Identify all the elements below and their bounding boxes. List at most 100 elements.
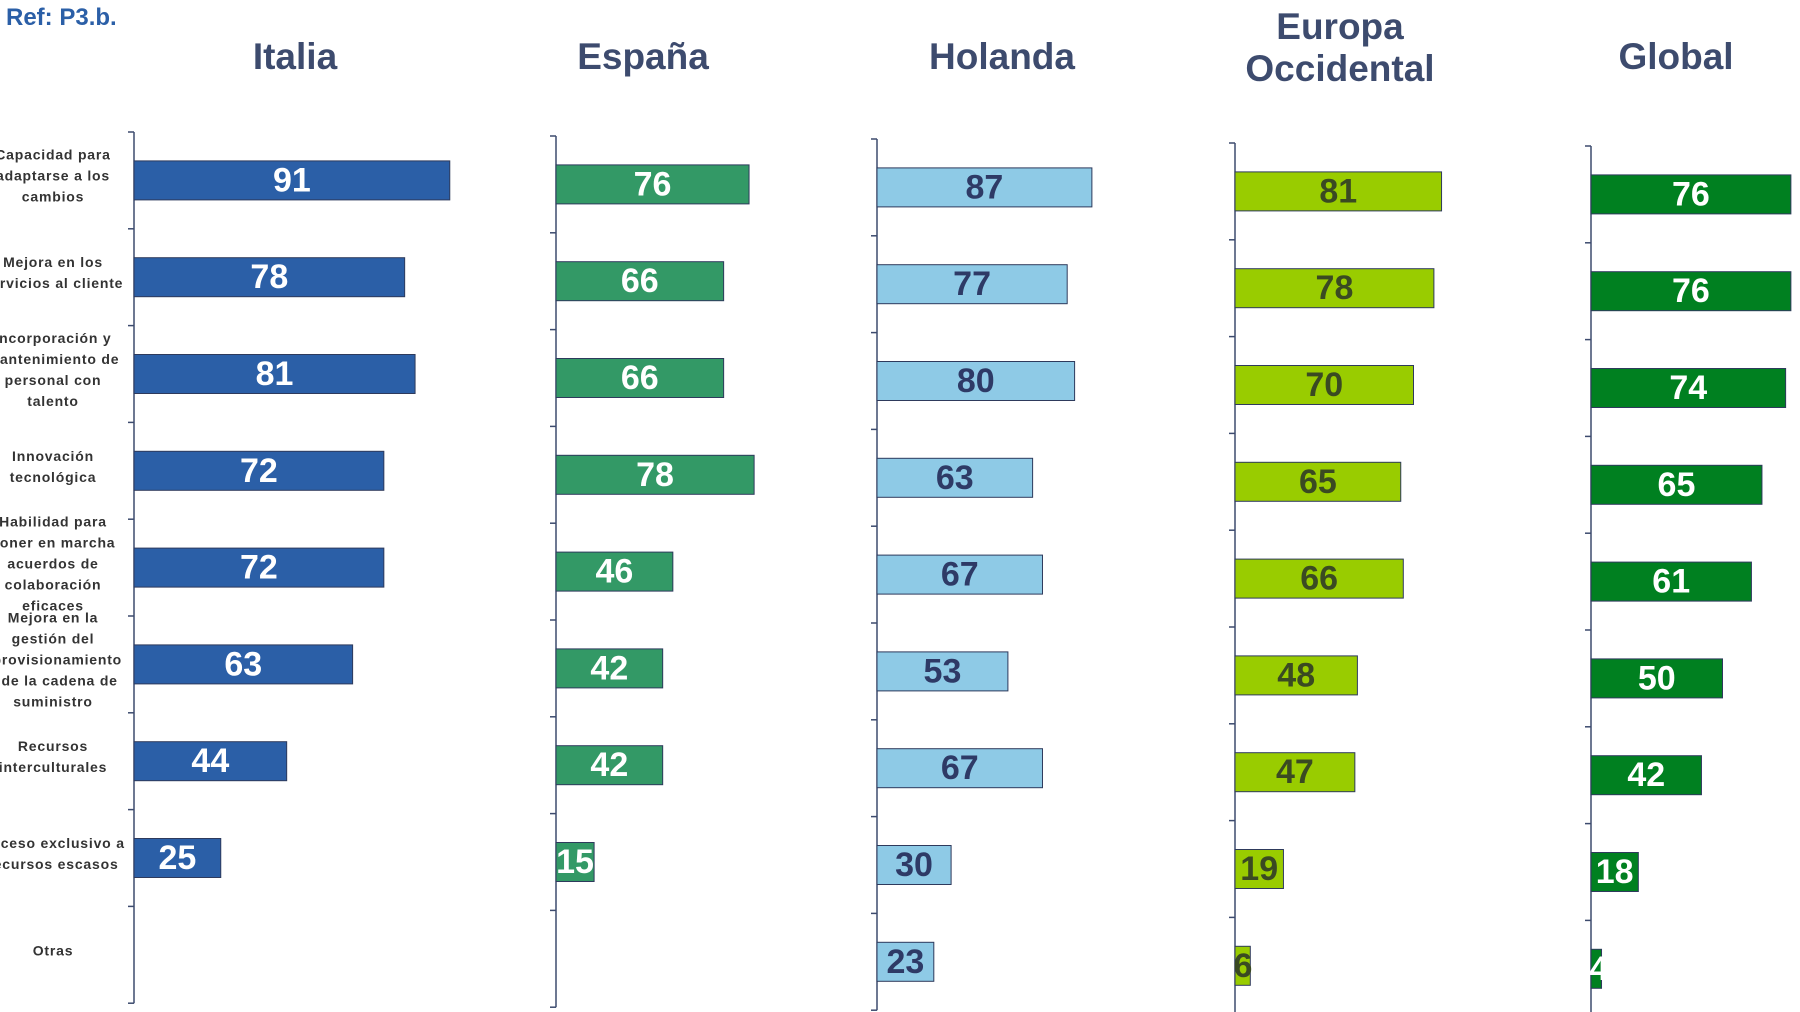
value-label: 53: [924, 652, 962, 690]
chart-title: Global: [1618, 36, 1734, 77]
value-label: 63: [936, 459, 974, 497]
category-label: Habilidad para poner en marcha acuerdos …: [0, 513, 116, 614]
value-label: 47: [1276, 753, 1314, 791]
category-label: Capacidad para adaptarse a los cambios: [0, 146, 111, 205]
bar: [876, 845, 952, 885]
bar: [1234, 268, 1435, 309]
value-label: 77: [953, 265, 991, 303]
value-label: 78: [1316, 269, 1354, 307]
chart-title: Europa Occidental: [1245, 6, 1435, 89]
value-label: 76: [1672, 175, 1710, 213]
bar: [133, 547, 385, 588]
chart-title: España: [577, 36, 709, 77]
value-label: 76: [634, 165, 672, 203]
bar: [876, 941, 935, 982]
value-label: 46: [596, 553, 634, 591]
bar: [555, 261, 725, 302]
bar: [133, 354, 416, 394]
bar: [876, 748, 1043, 789]
bar: [1234, 171, 1443, 212]
bar: [555, 842, 595, 882]
value-label: 78: [636, 456, 674, 494]
value-label: 65: [1299, 463, 1337, 501]
bar: [876, 651, 1009, 692]
bar: [133, 257, 406, 298]
bar: [876, 361, 1076, 401]
bar: [555, 648, 664, 689]
value-label: 42: [1627, 756, 1665, 794]
value-label: 30: [895, 846, 933, 884]
value-label: 48: [1277, 656, 1315, 694]
value-label: 61: [1652, 563, 1690, 601]
value-label: 44: [191, 742, 229, 780]
value-label: 91: [273, 161, 311, 199]
bar: [1234, 655, 1358, 696]
bar: [876, 457, 1034, 498]
bar: [1590, 174, 1792, 215]
bar: [1590, 464, 1763, 505]
category-label: Mejora en los servicios al cliente: [0, 254, 124, 292]
bar: [1590, 561, 1752, 602]
value-label: 81: [1319, 172, 1357, 210]
bar: [1234, 752, 1356, 793]
bar: [133, 450, 385, 491]
value-label: 66: [1300, 560, 1338, 598]
value-label: 66: [621, 359, 659, 397]
bar: [876, 167, 1093, 208]
category-label: Innovación tecnológica: [9, 447, 97, 485]
bar: [1590, 948, 1603, 989]
value-label: 18: [1596, 853, 1634, 891]
bar: [555, 551, 674, 592]
category-label: Acceso exclusivo a recursos escasos: [0, 835, 125, 872]
category-label: Mejora en la gestión del aprovisionamien…: [0, 609, 123, 710]
bar: [1590, 271, 1792, 312]
value-label: 42: [590, 746, 628, 784]
value-label: 65: [1658, 466, 1696, 504]
bar: [1590, 755, 1702, 796]
bar: [133, 160, 451, 201]
value-label: 50: [1638, 659, 1676, 697]
value-label: 67: [941, 556, 979, 594]
value-label: 23: [886, 943, 924, 981]
bar: [1234, 945, 1251, 986]
value-label: 78: [250, 258, 288, 296]
value-label: 74: [1669, 369, 1707, 407]
bar: [555, 164, 750, 205]
bar: [1590, 852, 1639, 892]
bar: [133, 741, 288, 782]
bar: [1234, 558, 1404, 599]
value-label: 70: [1305, 366, 1343, 404]
bar: [555, 358, 725, 398]
category-label: Incorporación y mantenimiento de persona…: [0, 330, 120, 409]
value-label: 81: [256, 355, 294, 393]
bar: [1590, 368, 1787, 408]
bar: [1234, 849, 1284, 889]
reference: Ref: P3.b.: [6, 4, 117, 31]
value-label: 6: [1234, 947, 1253, 985]
bar: [555, 745, 664, 786]
bar: [555, 454, 755, 495]
bar: [876, 264, 1068, 305]
value-label: 67: [941, 749, 979, 787]
bar: [1234, 461, 1402, 502]
category-label: Recursos interculturales: [0, 738, 108, 776]
value-label: 19: [1240, 850, 1278, 888]
value-label: 42: [590, 649, 628, 687]
value-label: 66: [621, 262, 659, 300]
value-label: 15: [556, 843, 594, 881]
bar: [1590, 658, 1723, 699]
chart-title: Holanda: [929, 36, 1075, 77]
value-label: 63: [224, 645, 262, 683]
chart-title: Italia: [252, 36, 338, 77]
bar: [1234, 365, 1414, 405]
bar: [876, 554, 1043, 595]
value-label: 87: [966, 168, 1004, 206]
value-label: 76: [1672, 272, 1710, 310]
value-label: 80: [957, 362, 995, 400]
bar: [133, 838, 222, 878]
category-label: Otras: [32, 942, 74, 959]
value-label: 25: [158, 839, 196, 877]
value-label: 72: [240, 549, 278, 587]
